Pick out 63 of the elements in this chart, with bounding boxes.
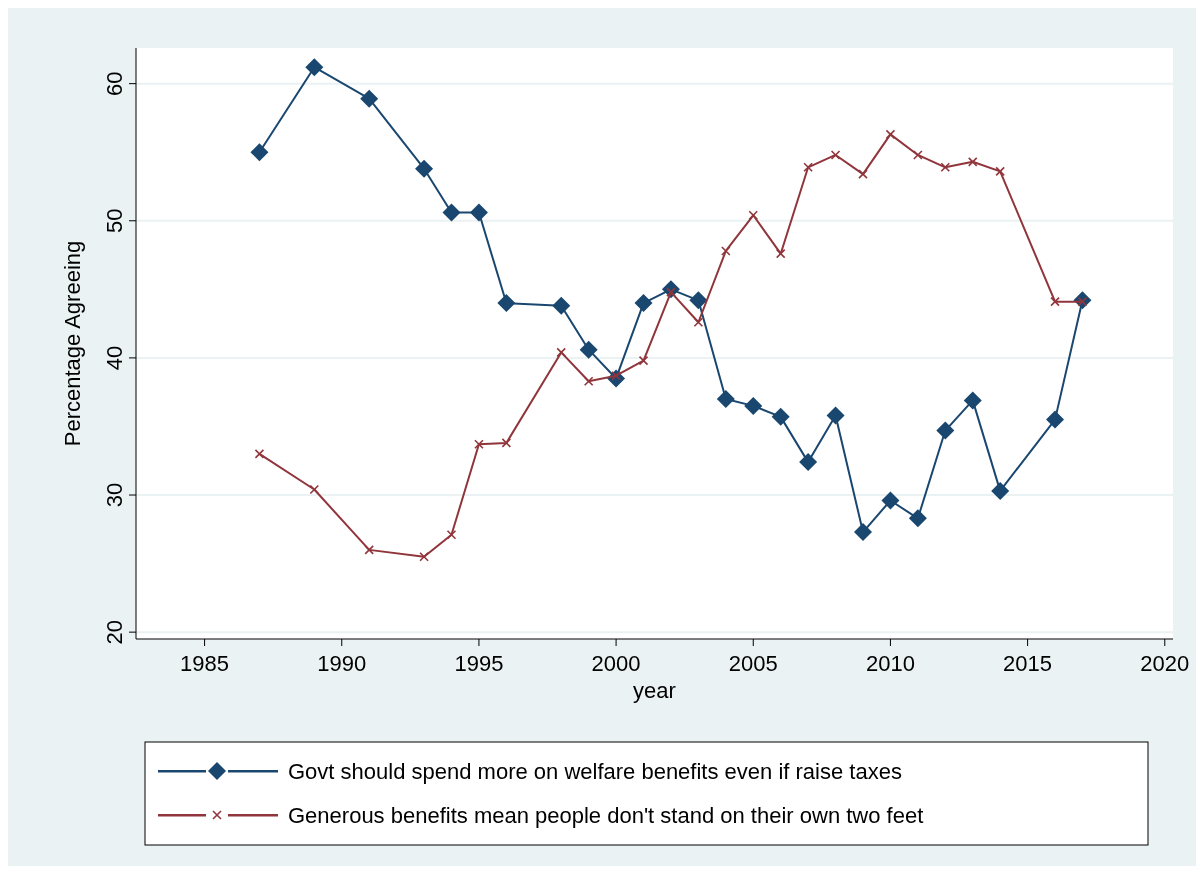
point: [858, 169, 868, 179]
point: [552, 296, 571, 315]
point: [415, 159, 434, 178]
point: [908, 509, 927, 528]
x-tick-label: 2010: [865, 651, 915, 676]
x-tick-label: 2005: [728, 651, 778, 676]
point: [419, 551, 429, 562]
y-tick-label: 30: [102, 482, 127, 508]
x-tick-label: 2020: [1140, 651, 1190, 676]
point: [721, 246, 731, 256]
x-tick-label: 1985: [180, 651, 230, 676]
point: [803, 162, 813, 173]
point: [799, 453, 818, 472]
point: [309, 484, 320, 495]
x-tick-label: 2000: [591, 651, 641, 676]
point: [963, 391, 982, 410]
point: [364, 545, 374, 555]
point: [991, 481, 1010, 500]
point: [442, 203, 461, 222]
point: [497, 294, 516, 313]
point: [360, 89, 379, 108]
point: [771, 407, 790, 426]
point: [579, 340, 598, 359]
y-tick-label: 20: [102, 619, 127, 645]
point: [634, 294, 653, 313]
point: [250, 143, 269, 162]
point: [469, 203, 488, 222]
legend-label: Generous benefits mean people don't stand on their own two feet: [288, 803, 924, 828]
legend-label: Govt should spend more on welfare benefits even if raise taxes: [288, 759, 902, 784]
point: [826, 406, 845, 425]
y-tick-label: 50: [102, 208, 127, 234]
point: [556, 347, 567, 358]
point: [913, 150, 923, 160]
point: [1050, 296, 1060, 307]
point: [689, 291, 708, 310]
point: [775, 248, 786, 259]
point: [830, 150, 841, 160]
point: [854, 523, 872, 542]
x-tick-label: 2015: [1003, 651, 1053, 676]
point: [305, 58, 324, 77]
x-axis-title: year: [633, 678, 676, 703]
point: [748, 210, 759, 221]
y-axis-title: Percentage Agreeing: [60, 240, 85, 447]
point: [881, 491, 900, 510]
point: [1046, 410, 1065, 429]
point: [940, 162, 951, 173]
point: [254, 449, 265, 459]
x-tick-label: 1990: [317, 651, 367, 676]
point: [583, 376, 594, 387]
point: [995, 166, 1005, 177]
point: [446, 529, 457, 540]
point: [474, 439, 484, 450]
point: [967, 157, 978, 167]
point: [501, 438, 512, 448]
point: [936, 421, 955, 440]
point: [716, 390, 735, 409]
point: [885, 129, 896, 140]
y-tick-label: 60: [102, 71, 127, 96]
y-tick-label: 40: [102, 345, 127, 371]
point: [638, 355, 649, 366]
x-tick-label: 1995: [454, 651, 504, 676]
point: [744, 396, 763, 415]
point: [693, 317, 704, 328]
